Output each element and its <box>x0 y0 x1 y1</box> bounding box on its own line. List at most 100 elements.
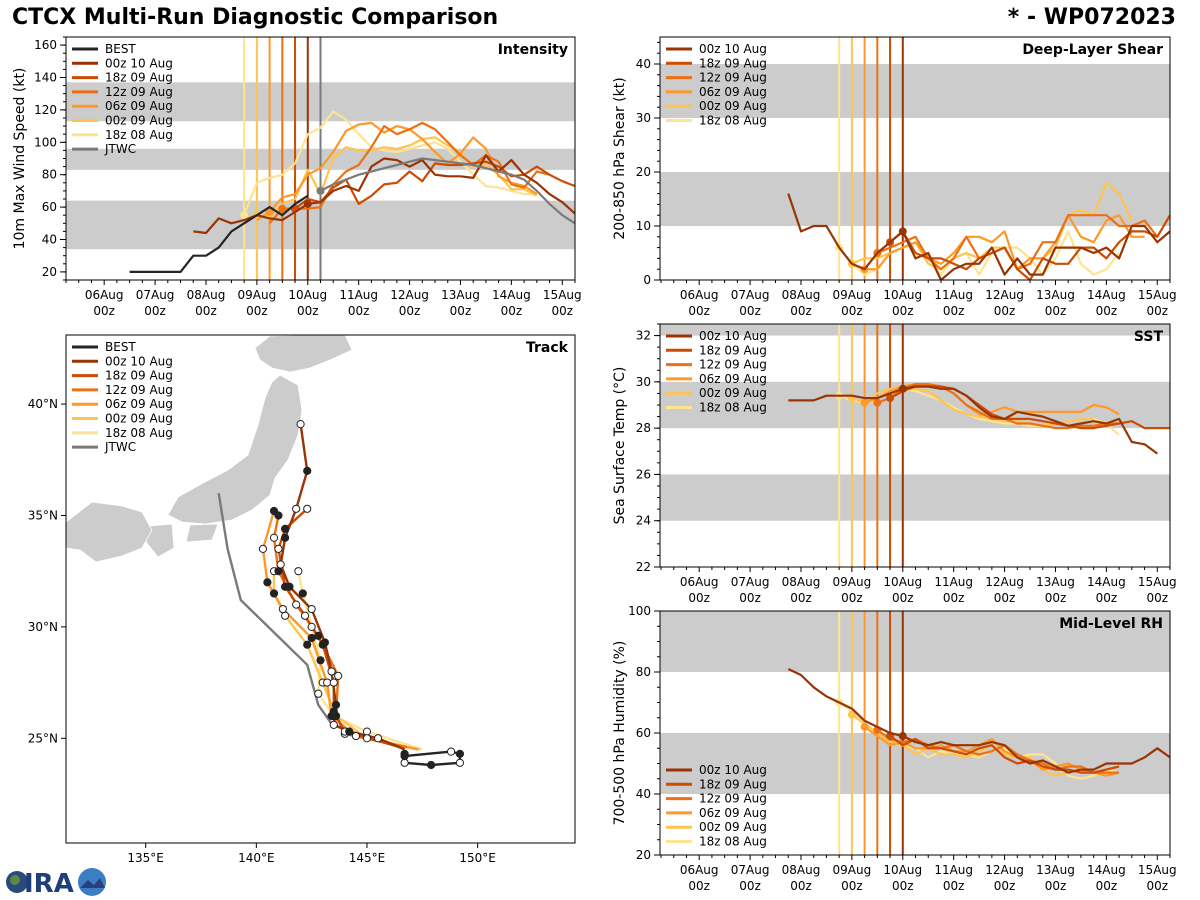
x-tick-label: 11Aug <box>934 863 973 877</box>
legend-label-00z-09-aug: 00z 09 Aug <box>105 114 173 128</box>
track-point <box>280 533 290 542</box>
track-point <box>345 727 354 736</box>
x-tick-sublabel: 00z <box>551 304 573 318</box>
panel-title: Mid-Level RH <box>1059 616 1163 632</box>
legend-label-00z-09-aug: 00z 09 Aug <box>699 386 767 400</box>
x-tick-sublabel: 00z <box>994 879 1016 893</box>
x-tick-sublabel: 00z <box>1096 304 1118 318</box>
series-00z-10-aug <box>787 668 1170 774</box>
y-tick-label: 80 <box>42 168 57 182</box>
track-point <box>446 747 456 756</box>
legend-label-18z-09-aug: 18z 09 Aug <box>699 343 767 357</box>
track-point <box>307 633 316 643</box>
x-tick-sublabel: 00z <box>994 304 1016 318</box>
track-point <box>329 678 338 687</box>
x-tick-label: 06Aug <box>85 288 124 302</box>
honshu-land <box>167 374 303 525</box>
legend-label-12z-09-aug: 12z 09 Aug <box>699 792 767 806</box>
x-tick-sublabel: 00z <box>892 591 914 605</box>
track-point <box>307 622 316 631</box>
series-jtwc <box>319 157 575 225</box>
track-point <box>427 760 436 770</box>
x-tick-sublabel: 00z <box>399 304 421 318</box>
legend-label-06z-09-aug: 06z 09 Aug <box>699 806 767 820</box>
legend-label-18z-08-aug: 18z 08 Aug <box>105 426 173 440</box>
x-tick-label: 13Aug <box>1036 575 1075 589</box>
track-point <box>329 707 338 716</box>
x-tick-label: 12Aug <box>390 288 429 302</box>
x-tick-label: 10Aug <box>288 288 327 302</box>
init-point-jtwc <box>316 186 325 195</box>
legend-label-18z-08-aug: 18z 08 Aug <box>699 401 767 415</box>
x-tick-sublabel: 00z <box>1146 304 1168 318</box>
storm-id: * - WP072023 <box>1007 5 1176 30</box>
threshold-band <box>660 611 1170 672</box>
legend-label-18z-09-aug: 18z 09 Aug <box>105 71 173 85</box>
x-tick-label: 09Aug <box>833 288 872 302</box>
legend-label-18z-08-aug: 18z 08 Aug <box>699 835 767 849</box>
legend-label-06z-09-aug: 06z 09 Aug <box>105 99 173 113</box>
threshold-band <box>660 172 1170 226</box>
init-point-12z-09-aug <box>873 398 882 407</box>
track-00z-09-aug <box>272 571 421 751</box>
x-tick-sublabel: 00z <box>144 304 166 318</box>
x-tick-label: 14Aug <box>1087 863 1126 877</box>
y-axis-label: 700-500 hPa Humidity (%) <box>612 641 628 826</box>
panel-title: Deep-Layer Shear <box>1022 42 1163 58</box>
plot-area <box>660 324 1170 567</box>
y-tick-label: 30 <box>636 111 651 125</box>
y-tick-label: 25°N <box>28 731 58 745</box>
track-point <box>327 667 336 676</box>
track-point <box>278 604 287 614</box>
legend-label-18z-08-aug: 18z 08 Aug <box>699 114 767 128</box>
y-tick-label: 160 <box>34 38 57 52</box>
legend-label-00z-09-aug: 00z 09 Aug <box>699 820 767 834</box>
track-point <box>334 671 343 680</box>
korea-land <box>66 501 153 563</box>
track-point <box>351 731 361 741</box>
panel-track: 135°E 140°E 145°E 150°E 25°N 30°N 35°N 40°N Trac… <box>28 334 576 865</box>
plot-area <box>66 335 465 770</box>
legend-label-jtwc: JTWC <box>104 440 136 454</box>
track-point <box>300 611 310 620</box>
x-tick-sublabel: 00z <box>943 879 965 893</box>
track-point <box>303 504 312 513</box>
track-point <box>316 656 325 665</box>
track-point <box>292 600 301 609</box>
x-tick-sublabel: 00z <box>688 304 710 318</box>
track-point <box>323 678 332 687</box>
x-tick-label: 09Aug <box>238 288 277 302</box>
track-point <box>294 567 303 576</box>
track-point <box>280 611 290 620</box>
x-tick-sublabel: 00z <box>1096 879 1118 893</box>
legend-label-00z-10-aug: 00z 10 Aug <box>699 329 767 343</box>
legend-label-00z-10-aug: 00z 10 Aug <box>105 56 173 70</box>
track-point <box>274 567 283 576</box>
x-tick-sublabel: 00z <box>450 304 472 318</box>
legend-label-00z-10-aug: 00z 10 Aug <box>699 42 767 56</box>
x-tick-label: 07Aug <box>731 863 770 877</box>
y-axis-label: 10m Max Wind Speed (kt) <box>12 68 28 250</box>
init-point-18z-08-aug <box>240 211 249 220</box>
y-axis-label: 200-850 hPa Shear (kt) <box>612 77 628 239</box>
y-tick-label: 60 <box>636 726 651 740</box>
y-tick-label: 80 <box>636 665 651 679</box>
x-tick-label: 14Aug <box>1087 288 1126 302</box>
y-tick-label: 140 <box>34 71 57 85</box>
legend-label-06z-09-aug: 06z 09 Aug <box>699 85 767 99</box>
y-tick-label: 40 <box>42 233 57 247</box>
page-title: CTCX Multi-Run Diagnostic Comparison <box>12 5 499 30</box>
series-00z-10-aug <box>787 193 1170 280</box>
axes-frame <box>659 36 1171 281</box>
legend-label-jtwc: JTWC <box>104 142 136 156</box>
track-point <box>303 640 312 649</box>
x-tick-sublabel: 00z <box>297 304 319 318</box>
legend-label-best: BEST <box>105 42 136 56</box>
x-tick-sublabel: 00z <box>1146 879 1168 893</box>
axes-frame <box>659 323 1171 568</box>
x-tick-sublabel: 00z <box>1045 879 1067 893</box>
track-point <box>314 631 323 640</box>
